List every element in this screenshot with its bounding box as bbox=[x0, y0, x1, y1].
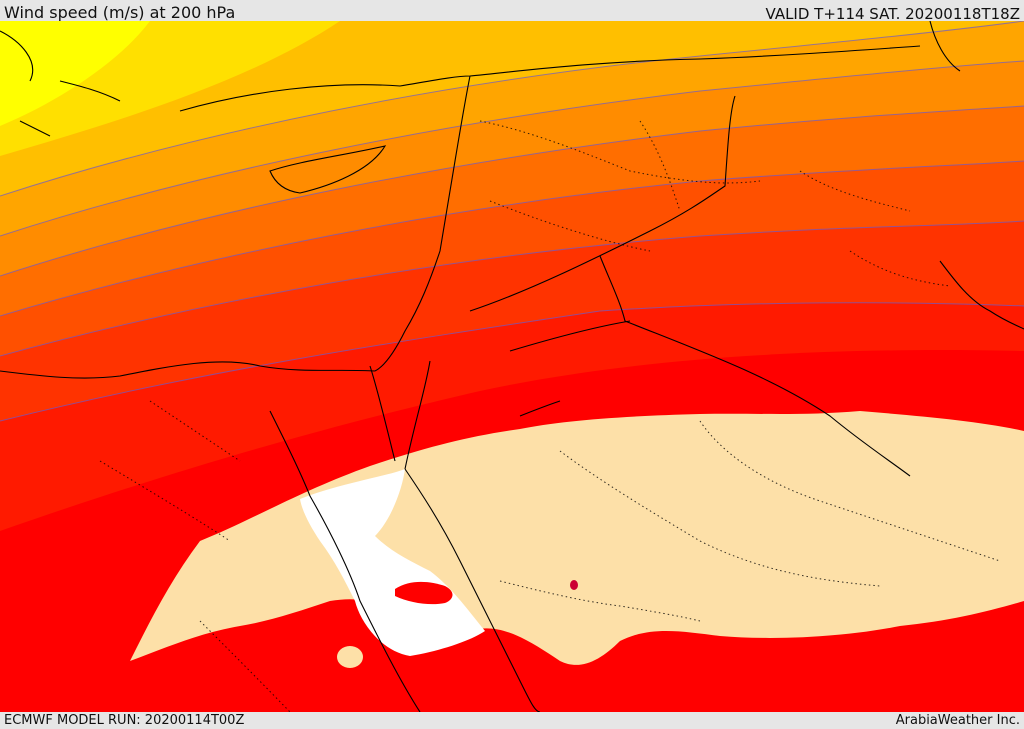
north-africa-coast bbox=[0, 361, 376, 379]
aegean-islands bbox=[0, 30, 121, 137]
low-wind-area bbox=[130, 411, 1024, 665]
gulf-of-aqaba bbox=[404, 360, 431, 470]
iraq-border bbox=[599, 255, 911, 477]
valid-time-label: VALID T+114 SAT. 20200118T18Z bbox=[765, 5, 1020, 23]
wind-speed-map bbox=[0, 21, 1024, 712]
turkey-south-coast bbox=[179, 45, 921, 112]
country-borders bbox=[99, 120, 1001, 712]
footer-bar bbox=[0, 712, 1024, 729]
saudi-jordan-border bbox=[469, 95, 736, 312]
small-low-wind-cell bbox=[337, 646, 363, 668]
caspian-edge bbox=[929, 21, 961, 72]
red-sea-east-coast bbox=[404, 468, 541, 712]
model-run-label: ECMWF MODEL RUN: 20200114T00Z bbox=[4, 713, 245, 728]
coastlines bbox=[0, 21, 1024, 712]
embedded-high-wind-cell bbox=[395, 581, 453, 605]
map-title: Wind speed (m/s) at 200 hPa bbox=[4, 3, 236, 22]
lowest-wind-area bbox=[300, 469, 485, 656]
header-bar bbox=[0, 0, 1024, 21]
egypt-border bbox=[369, 365, 396, 462]
contour-lines bbox=[0, 21, 1024, 422]
saudi-north-border bbox=[509, 320, 631, 417]
wind-bands bbox=[0, 21, 1024, 712]
levant-coast bbox=[374, 75, 471, 372]
red-sea-west-coast bbox=[269, 410, 421, 712]
credit-label: ArabiaWeather Inc. bbox=[895, 713, 1020, 728]
tiny-wind-cell bbox=[570, 580, 578, 590]
persian-gulf-coast bbox=[939, 260, 1024, 330]
cyprus bbox=[269, 145, 387, 194]
